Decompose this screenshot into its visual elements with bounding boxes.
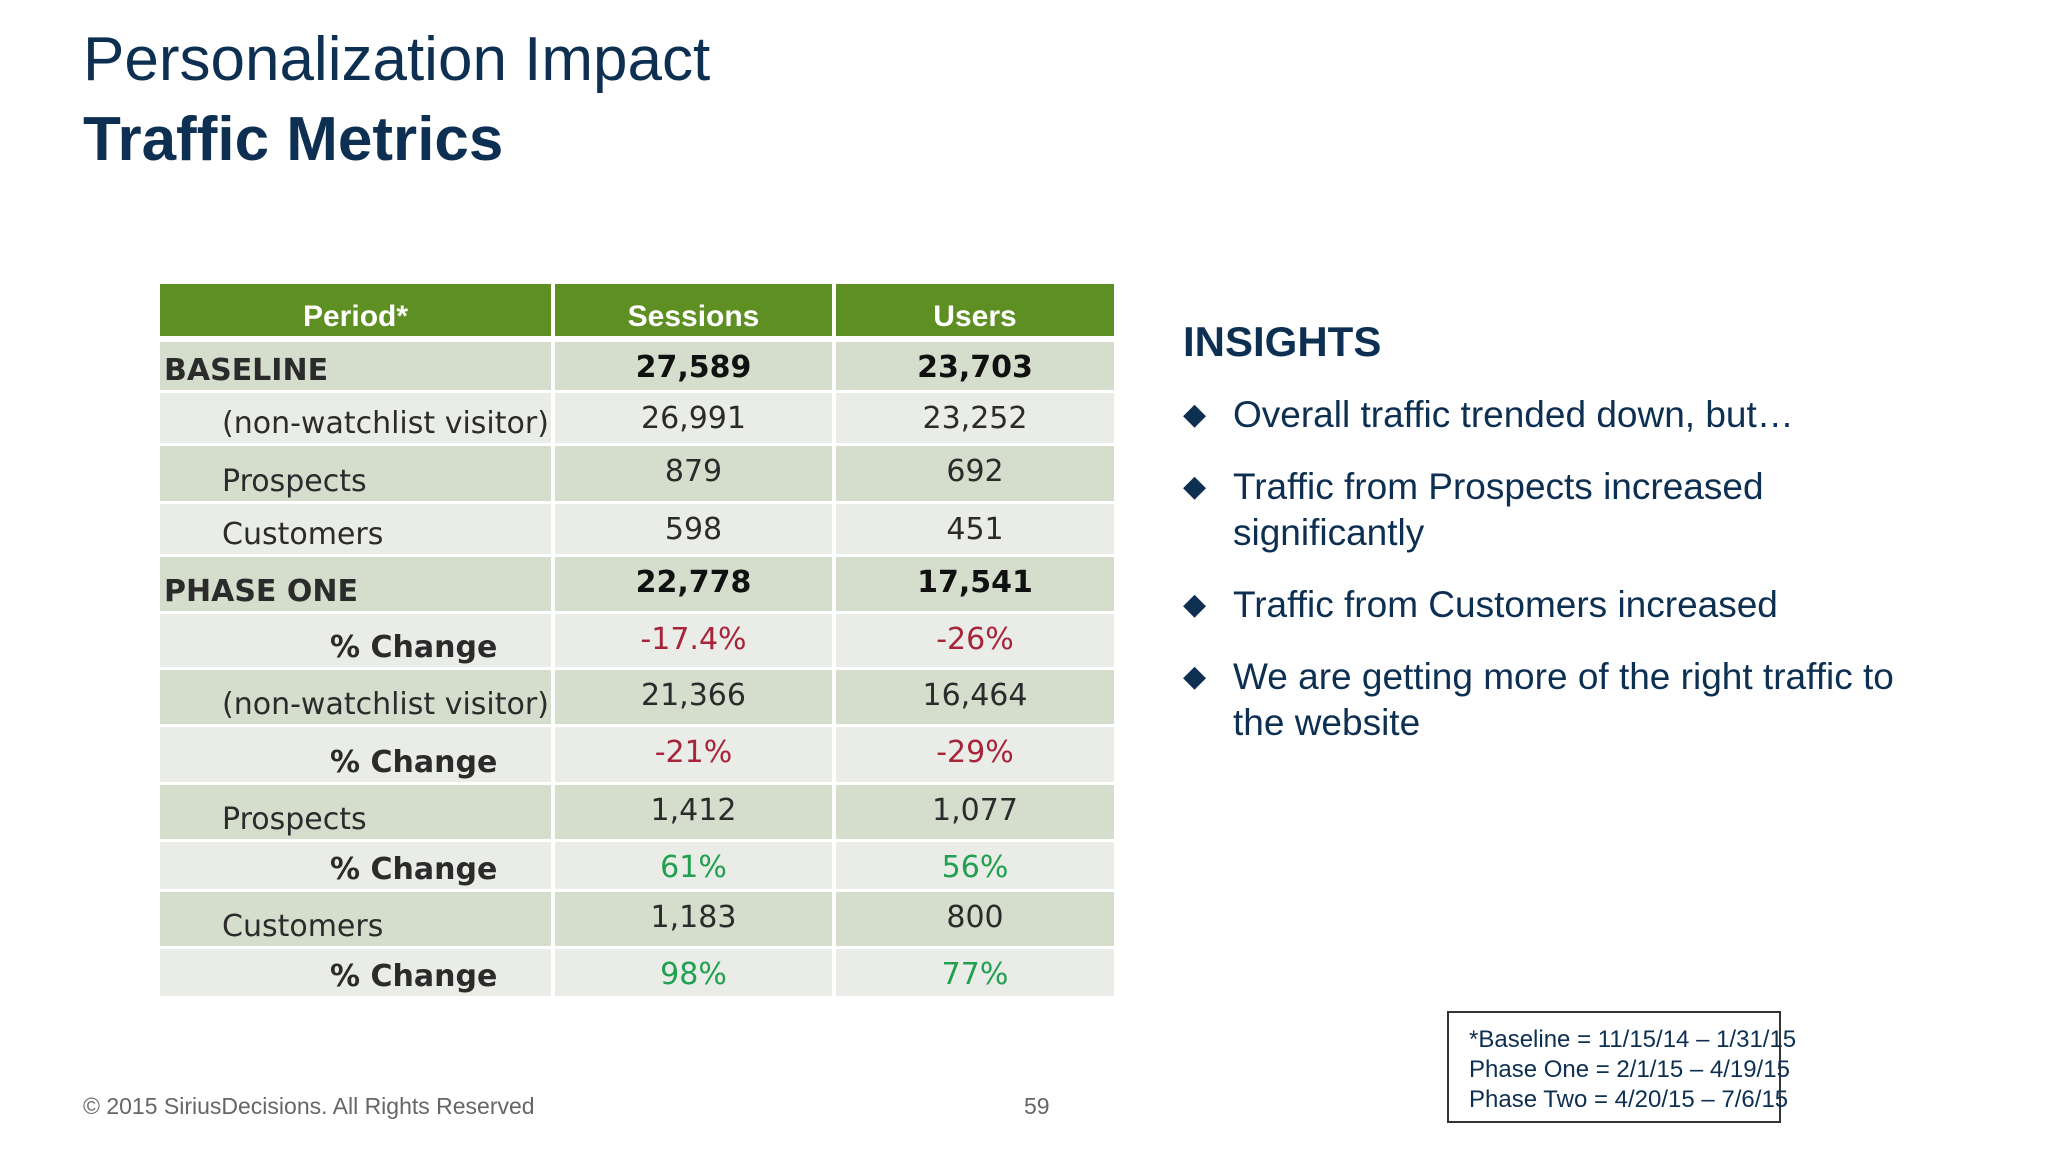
table-row: % Change 61% 56% (160, 840, 1114, 892)
users-value: 800 (834, 890, 1114, 949)
users-change-value: -29% (834, 725, 1114, 785)
diamond-bullet-icon: ◆ (1183, 470, 1207, 503)
legend-line-phase-two: Phase Two = 4/20/15 – 7/6/15 (1469, 1086, 1789, 1113)
row-label: Prospects (160, 444, 555, 504)
table-row: PHASE ONE 22,778 17,541 (160, 555, 1114, 614)
row-label: (non-watchlist visitor) (160, 391, 555, 446)
insight-item: ◆ Traffic from Customers increased (1183, 582, 1943, 628)
sessions-change-value: 98% (553, 947, 836, 999)
sessions-value: 27,589 (553, 339, 836, 393)
diamond-bullet-icon: ◆ (1183, 398, 1207, 431)
row-label: Customers (160, 890, 555, 949)
users-value: 692 (834, 444, 1114, 504)
users-value: 16,464 (834, 668, 1114, 727)
diamond-bullet-icon: ◆ (1183, 588, 1207, 621)
row-label: % Change (160, 840, 555, 892)
row-label: PHASE ONE (160, 555, 555, 614)
insight-text: Overall traffic trended down, but… (1233, 394, 1794, 435)
table-row: Prospects 1,412 1,077 (160, 783, 1114, 842)
users-value: 23,252 (834, 391, 1114, 446)
insight-text: We are getting more of the right traffic… (1233, 656, 1894, 743)
insight-text: Traffic from Prospects increased signifi… (1233, 466, 1764, 553)
table-row: Customers 598 451 (160, 502, 1114, 557)
sessions-change-value: -21% (553, 725, 836, 785)
legend-line-baseline: *Baseline = 11/15/14 – 1/31/15 (1469, 1026, 1797, 1053)
table-row: % Change -21% -29% (160, 725, 1114, 785)
users-change-value: -26% (834, 612, 1114, 670)
sessions-value: 1,183 (553, 890, 836, 949)
sessions-change-value: -17.4% (553, 612, 836, 670)
row-label: BASELINE (160, 339, 555, 393)
table-row: (non-watchlist visitor) 21,366 16,464 (160, 668, 1114, 727)
row-label: (non-watchlist visitor) (160, 668, 555, 727)
header-sessions: Sessions (553, 284, 836, 342)
table-row: (non-watchlist visitor) 26,991 23,252 (160, 391, 1114, 446)
users-change-value: 77% (834, 947, 1114, 999)
header-period: Period* (160, 284, 555, 342)
users-value: 1,077 (834, 783, 1114, 842)
row-label: % Change (160, 947, 555, 999)
traffic-metrics-table: Period* Sessions Users BASELINE 27,589 2… (160, 284, 1114, 999)
sessions-value: 879 (553, 444, 836, 504)
users-value: 23,703 (834, 339, 1114, 393)
table-row: % Change 98% 77% (160, 947, 1114, 999)
header-users: Users (834, 284, 1114, 342)
users-change-value: 56% (834, 840, 1114, 892)
users-value: 17,541 (834, 555, 1114, 614)
table-row: Prospects 879 692 (160, 444, 1114, 504)
slide-title: Personalization Impact (83, 25, 711, 94)
row-label: % Change (160, 725, 555, 785)
row-label: Customers (160, 502, 555, 557)
users-value: 451 (834, 502, 1114, 557)
insight-item: ◆ Overall traffic trended down, but… (1183, 392, 1943, 438)
sessions-value: 598 (553, 502, 836, 557)
sessions-value: 21,366 (553, 668, 836, 727)
sessions-value: 26,991 (553, 391, 836, 446)
diamond-bullet-icon: ◆ (1183, 660, 1207, 693)
sessions-value: 22,778 (553, 555, 836, 614)
insight-item: ◆ Traffic from Prospects increased signi… (1183, 464, 1943, 556)
row-label: Prospects (160, 783, 555, 842)
insight-item: ◆ We are getting more of the right traff… (1183, 654, 1943, 746)
sessions-change-value: 61% (553, 840, 836, 892)
table-header-row: Period* Sessions Users (160, 284, 1114, 342)
sessions-value: 1,412 (553, 783, 836, 842)
insights-list: ◆ Overall traffic trended down, but… ◆ T… (1183, 392, 1943, 772)
table-row: Customers 1,183 800 (160, 890, 1114, 949)
period-legend-box: *Baseline = 11/15/14 – 1/31/15 Phase One… (1447, 1011, 1797, 1123)
copyright-footer: © 2015 SiriusDecisions. All Rights Reser… (83, 1093, 535, 1119)
insight-text: Traffic from Customers increased (1233, 584, 1778, 625)
page-number: 59 (1024, 1093, 1050, 1119)
insights-heading: INSIGHTS (1183, 318, 1382, 365)
slide-subtitle: Traffic Metrics (83, 105, 504, 174)
table-row: % Change -17.4% -26% (160, 612, 1114, 670)
row-label: % Change (160, 612, 555, 670)
table-row: BASELINE 27,589 23,703 (160, 339, 1114, 393)
legend-line-phase-one: Phase One = 2/1/15 – 4/19/15 (1469, 1056, 1790, 1083)
